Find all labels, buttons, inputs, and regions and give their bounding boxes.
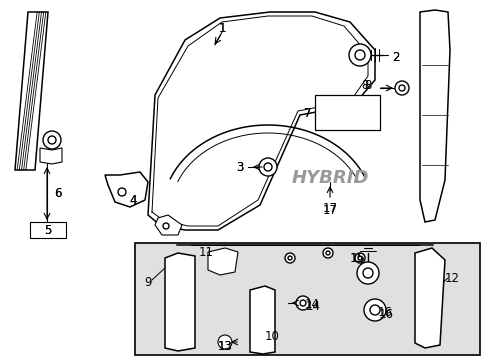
- Text: 8: 8: [361, 78, 368, 91]
- Polygon shape: [15, 12, 48, 170]
- Text: 12: 12: [444, 271, 459, 284]
- Text: HYBRID: HYBRID: [291, 169, 368, 187]
- Circle shape: [285, 253, 294, 263]
- Text: 13: 13: [217, 341, 232, 354]
- Circle shape: [323, 248, 332, 258]
- Circle shape: [362, 268, 372, 278]
- Text: 13: 13: [217, 341, 232, 354]
- Text: 6: 6: [54, 186, 61, 199]
- Polygon shape: [164, 253, 195, 351]
- Text: 7: 7: [304, 107, 311, 120]
- Text: 8: 8: [364, 78, 371, 91]
- Text: 17: 17: [322, 202, 337, 215]
- Circle shape: [394, 81, 408, 95]
- Circle shape: [163, 223, 169, 229]
- Polygon shape: [414, 248, 444, 348]
- Circle shape: [48, 136, 56, 144]
- Circle shape: [398, 85, 404, 91]
- Bar: [30, 222, 66, 238]
- Text: 4: 4: [129, 194, 137, 207]
- Text: 17: 17: [322, 203, 337, 216]
- Text: 16: 16: [377, 306, 392, 319]
- Polygon shape: [105, 172, 148, 207]
- Polygon shape: [207, 248, 238, 275]
- Text: 14: 14: [304, 298, 319, 311]
- Text: 2: 2: [391, 50, 399, 63]
- Bar: [314, 95, 379, 130]
- Text: 1: 1: [218, 22, 225, 35]
- Circle shape: [295, 296, 309, 310]
- Text: 3: 3: [236, 161, 243, 174]
- Circle shape: [287, 256, 291, 260]
- Bar: [135, 243, 479, 355]
- Polygon shape: [148, 12, 374, 230]
- Text: 7: 7: [304, 107, 311, 120]
- Circle shape: [354, 253, 364, 263]
- Circle shape: [118, 188, 126, 196]
- Text: 11: 11: [198, 247, 213, 260]
- Text: 6: 6: [54, 186, 61, 199]
- Text: 5: 5: [44, 224, 52, 237]
- Text: 10: 10: [264, 330, 279, 343]
- Text: 4: 4: [129, 194, 137, 207]
- Circle shape: [299, 300, 305, 306]
- Circle shape: [259, 158, 276, 176]
- Circle shape: [356, 262, 378, 284]
- Text: 15: 15: [349, 252, 364, 265]
- Polygon shape: [249, 286, 274, 354]
- Circle shape: [43, 131, 61, 149]
- Circle shape: [348, 44, 370, 66]
- Text: 9: 9: [144, 275, 151, 288]
- Polygon shape: [419, 10, 449, 222]
- Text: 16: 16: [378, 307, 393, 320]
- Circle shape: [369, 305, 379, 315]
- Polygon shape: [155, 215, 182, 235]
- Circle shape: [363, 299, 385, 321]
- Polygon shape: [40, 148, 62, 164]
- Text: 1: 1: [218, 22, 225, 35]
- Circle shape: [264, 163, 271, 171]
- Circle shape: [357, 256, 361, 260]
- Circle shape: [354, 50, 364, 60]
- Text: 3: 3: [236, 161, 243, 174]
- Text: 15: 15: [350, 252, 365, 265]
- Text: 5: 5: [44, 224, 52, 237]
- Circle shape: [218, 335, 231, 349]
- Circle shape: [325, 251, 329, 255]
- Text: 14: 14: [305, 301, 320, 314]
- Text: 2: 2: [391, 50, 399, 63]
